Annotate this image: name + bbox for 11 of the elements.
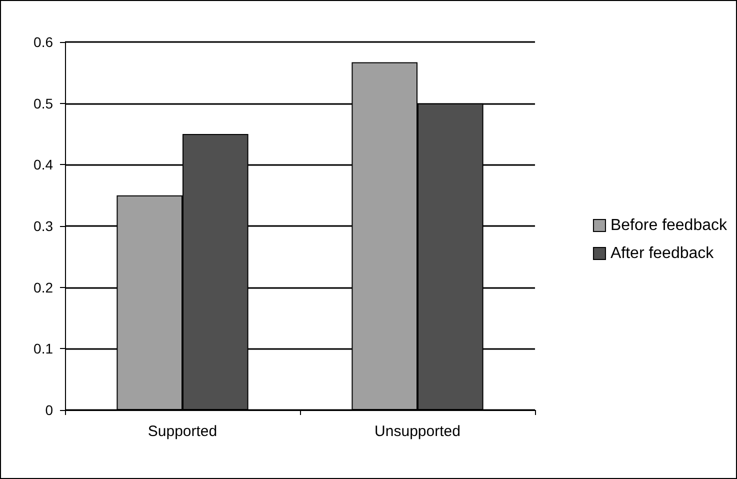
x-tick-label: Unsupported [374, 423, 460, 440]
legend-label: After feedback [610, 245, 715, 262]
y-tick-label: 0.4 [34, 156, 54, 173]
x-tick-label: Supported [148, 423, 218, 440]
y-tick-label: 0 [45, 402, 54, 418]
y-tick-label: 0.6 [34, 34, 54, 50]
y-tick-label: 0.2 [34, 279, 54, 296]
y-tick-label: 0.5 [34, 95, 54, 112]
legend-label: Before feedback [610, 217, 728, 234]
y-tick-label: 0.1 [34, 340, 54, 357]
y-tick-label: 0.3 [34, 218, 54, 234]
